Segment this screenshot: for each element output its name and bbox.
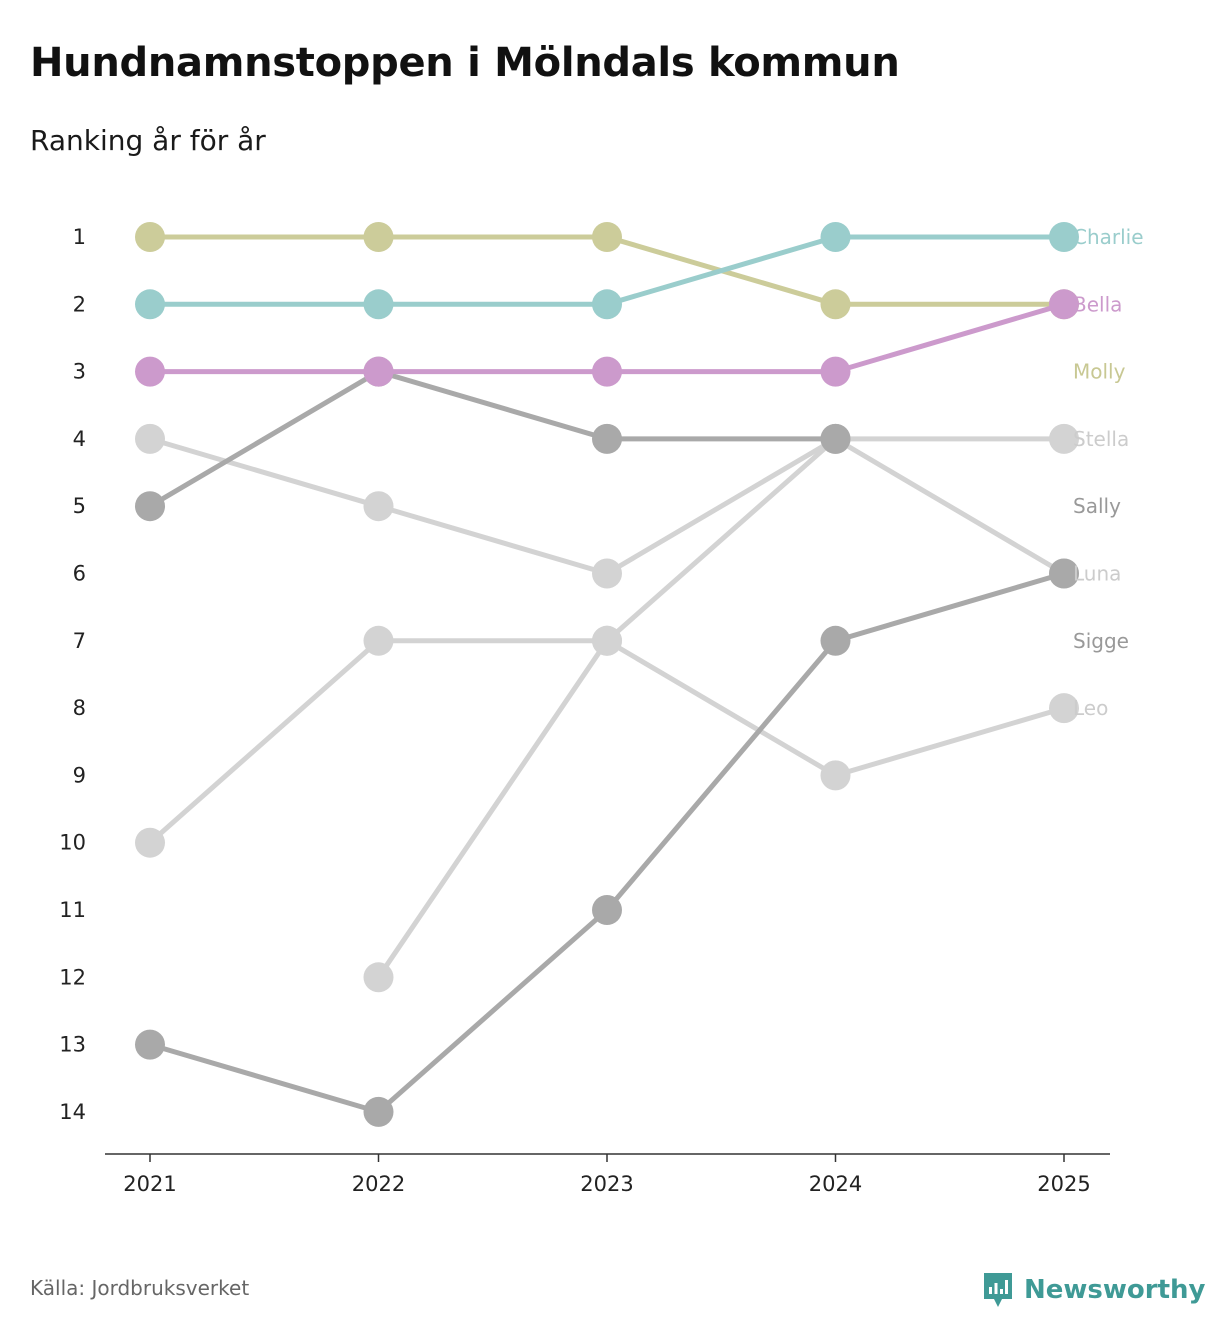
x-tick-label: 2024 <box>809 1172 862 1196</box>
source-note: Källa: Jordbruksverket <box>30 1276 250 1300</box>
series-label-stella: Stella <box>1073 427 1129 451</box>
point-bella-2022[interactable] <box>363 356 394 387</box>
y-tick-label: 8 <box>73 696 86 720</box>
brand-name: Newsworthy <box>1024 1275 1206 1305</box>
series-label-molly: Molly <box>1073 360 1126 384</box>
point-bella-2025[interactable] <box>1049 289 1079 320</box>
point-stella-2022[interactable] <box>363 625 394 656</box>
chart-subtitle: Ranking år för år <box>30 124 266 157</box>
point-sigge-2022[interactable] <box>363 1096 394 1127</box>
point-stella-2025[interactable] <box>1049 423 1079 454</box>
point-leo-2025[interactable] <box>1049 693 1079 724</box>
series-charlie <box>135 222 1079 320</box>
newsworthy-icon <box>984 1273 1012 1307</box>
y-tick-label: 7 <box>73 629 86 653</box>
series-line-sally <box>147 369 838 509</box>
y-tick-label: 12 <box>59 965 86 989</box>
brand-logo[interactable]: Newsworthy <box>982 1270 1205 1310</box>
point-sigge-2025[interactable] <box>1049 558 1079 589</box>
point-luna-2021[interactable] <box>135 423 165 454</box>
point-sigge-2021[interactable] <box>135 1029 165 1060</box>
x-tick-label: 2023 <box>580 1172 633 1196</box>
y-tick-label: 14 <box>59 1100 86 1124</box>
point-bella-2023[interactable] <box>592 356 622 387</box>
series-line-luna <box>147 436 1067 576</box>
point-sally-2023[interactable] <box>592 423 622 454</box>
series-leo <box>363 625 1079 993</box>
point-charlie-2023[interactable] <box>592 289 622 320</box>
point-stella-2021[interactable] <box>135 827 165 858</box>
point-molly-2021[interactable] <box>135 222 165 252</box>
y-tick-label: 6 <box>73 562 86 586</box>
series-labels: Charlie Bella Molly Stella Sally Luna Sigge Leo <box>1073 225 1144 720</box>
y-tick-label: 10 <box>59 831 86 855</box>
x-tick-label: 2025 <box>1037 1172 1090 1196</box>
point-charlie-2024[interactable] <box>820 222 851 252</box>
point-sigge-2024[interactable] <box>820 625 851 656</box>
point-luna-2022[interactable] <box>363 491 394 522</box>
point-molly-2023[interactable] <box>592 222 622 252</box>
series-label-luna: Luna <box>1073 562 1121 586</box>
y-tick-label: 5 <box>73 494 86 518</box>
point-charlie-2025[interactable] <box>1049 222 1079 252</box>
series-sally <box>135 356 851 522</box>
point-sally-2021[interactable] <box>135 491 165 522</box>
x-tick-label: 2021 <box>123 1172 176 1196</box>
point-luna-2023[interactable] <box>592 558 622 589</box>
series-label-sally: Sally <box>1073 494 1121 518</box>
point-leo-2022[interactable] <box>363 962 394 993</box>
y-tick-label: 4 <box>73 427 86 451</box>
point-molly-2024[interactable] <box>820 289 851 320</box>
point-leo-2024[interactable] <box>820 760 851 791</box>
series-label-charlie: Charlie <box>1073 225 1144 249</box>
series-label-bella: Bella <box>1073 292 1122 316</box>
y-tick-label: 11 <box>59 898 86 922</box>
point-bella-2021[interactable] <box>135 356 165 387</box>
point-sally-2024[interactable] <box>820 423 851 454</box>
y-tick-label: 3 <box>73 360 86 384</box>
series-molly <box>135 222 1079 320</box>
y-tick-label: 2 <box>73 292 86 316</box>
point-charlie-2021[interactable] <box>135 289 165 320</box>
y-tick-label: 13 <box>59 1033 86 1057</box>
point-stella-2023[interactable] <box>592 625 622 656</box>
x-axis: 2021 2022 2023 2024 2025 <box>105 1153 1110 1196</box>
series-layer <box>135 222 1079 1127</box>
series-sigge <box>135 558 1079 1127</box>
series-label-sigge: Sigge <box>1073 629 1129 653</box>
chart-title: Hundnamnstoppen i Mölndals kommun <box>30 40 900 86</box>
y-tick-label: 1 <box>73 225 86 249</box>
point-sigge-2023[interactable] <box>592 895 622 925</box>
point-charlie-2022[interactable] <box>363 289 394 320</box>
point-bella-2024[interactable] <box>820 356 851 387</box>
series-bella <box>135 289 1079 387</box>
point-molly-2022[interactable] <box>363 222 394 252</box>
series-stella <box>135 423 1079 858</box>
y-tick-label: 9 <box>73 763 86 787</box>
x-tick-label: 2022 <box>352 1172 405 1196</box>
series-line-leo <box>376 638 1067 980</box>
series-label-leo: Leo <box>1073 696 1108 720</box>
